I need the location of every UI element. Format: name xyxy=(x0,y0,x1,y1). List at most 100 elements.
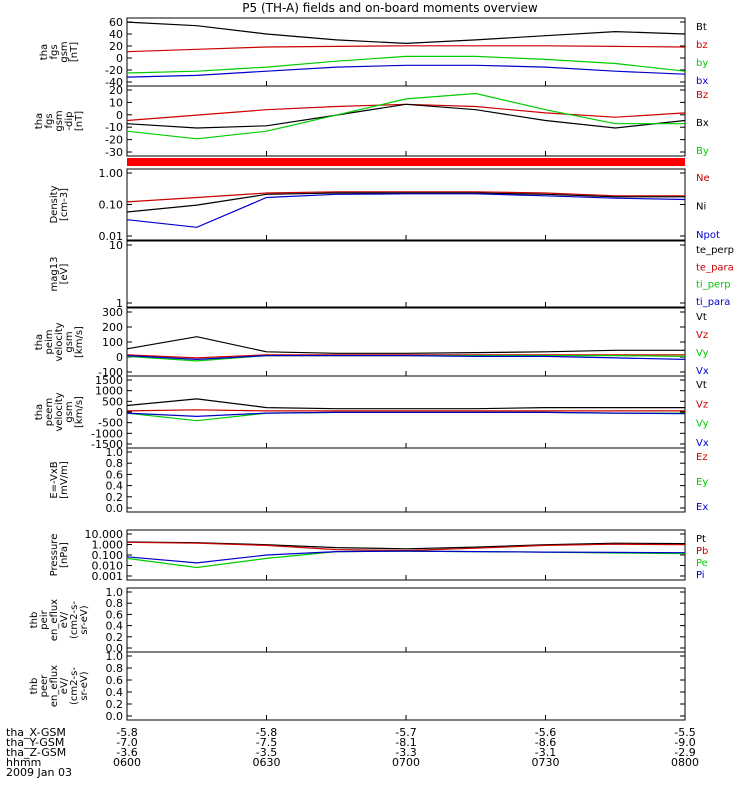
legend-pe: Pe xyxy=(696,558,708,569)
series-line-bx xyxy=(126,103,686,129)
panel-frame xyxy=(126,17,686,87)
panel-frame xyxy=(126,529,686,581)
legend-by: by xyxy=(696,58,708,69)
legend-ti_para: ti_para xyxy=(696,297,730,308)
series-line-pi xyxy=(126,550,686,564)
y-tick-label: -100 xyxy=(98,366,123,379)
y-axis-label: (cm2-s- xyxy=(69,667,80,705)
y-tick-label: 0.0 xyxy=(106,710,124,723)
legend-bz: bz xyxy=(696,40,708,51)
series-line-vt xyxy=(126,336,685,354)
y-tick-label: -40 xyxy=(105,76,123,89)
y-axis-label: peir xyxy=(39,609,50,629)
legend-te_perp: te_perp xyxy=(696,245,734,256)
y-axis-label: fgs xyxy=(44,113,55,128)
y-tick-label: 0.6 xyxy=(106,674,124,687)
y-tick-label: 1000 xyxy=(95,385,123,398)
y-axis-label: sr-eV) xyxy=(79,605,90,634)
legend-bt: Bt xyxy=(696,22,707,33)
x-tick-label: 0700 xyxy=(392,756,420,769)
y-tick-label: 0.2 xyxy=(106,698,124,711)
x-axis: tha_X-GSMtha_Y-GSMtha_Z-GSMhhmm-5.8-7.0-… xyxy=(6,726,699,769)
panel-peim-velocity: 300 200 100 0 -100 tha peim velocity gsm [km/s] Vt… xyxy=(34,306,709,379)
y-tick-label: 40 xyxy=(109,28,123,41)
y-tick-label: 0 xyxy=(116,406,123,419)
y-axis-label: thb xyxy=(29,612,40,629)
series-line-ne xyxy=(126,191,685,203)
x-tick-label: -7.5 xyxy=(256,736,277,749)
series-line-bz xyxy=(126,45,686,53)
series-line-pb xyxy=(126,541,686,552)
x-tick-label: -7.0 xyxy=(116,736,137,749)
y-axis-label: thb xyxy=(29,678,40,695)
series-line-pe xyxy=(126,550,686,569)
series-line-by xyxy=(126,55,686,74)
y-axis-label: gsm xyxy=(59,41,70,62)
legend-ex: Ex xyxy=(696,502,708,513)
panel-temperature: 10 1 mag13 [eV] te_perp te_para ti_perp ti_para xyxy=(49,239,734,310)
y-tick-label: 0.4 xyxy=(106,480,124,493)
legend-ey: Ey xyxy=(696,477,708,488)
y-tick-label: 1.00 xyxy=(99,167,124,180)
legend-bx: bx xyxy=(696,76,708,87)
x-tick-label: -5.8 xyxy=(116,726,137,739)
y-tick-label: 0.2 xyxy=(106,491,124,504)
x-tick-label: 0630 xyxy=(253,756,281,769)
legend-vx: Vx xyxy=(696,438,709,449)
x-tick-label: 0730 xyxy=(532,756,560,769)
y-tick-label: 100 xyxy=(102,336,123,349)
y-axis-label: [cm-3] xyxy=(59,188,70,221)
series-line-vt xyxy=(126,398,685,410)
y-tick-label: 200 xyxy=(102,321,123,334)
y-tick-label: -1000 xyxy=(91,427,123,440)
panel-frame xyxy=(126,587,686,653)
y-tick-label: 20 xyxy=(109,84,123,97)
y-axis-label: Density xyxy=(49,185,60,223)
y-axis-label: peim xyxy=(44,329,55,354)
legend-vy: Vy xyxy=(696,419,709,430)
y-tick-label: 0.2 xyxy=(106,631,124,644)
legend-ni: Ni xyxy=(696,202,706,213)
legend-by: By xyxy=(696,146,709,157)
panel-mode-bar xyxy=(127,158,685,166)
y-tick-label: 1.0 xyxy=(106,446,124,459)
y-axis-label: [nT] xyxy=(74,111,85,131)
panel-frame xyxy=(126,240,686,308)
y-axis-label: eV/ xyxy=(59,677,70,694)
y-tick-label: 0.4 xyxy=(106,620,124,633)
y-tick-label: 1.0 xyxy=(106,586,124,599)
y-tick-label: 0.100 xyxy=(92,549,124,562)
x-row-label: tha_Y-GSM xyxy=(6,736,64,749)
x-row-label: tha_Z-GSM xyxy=(6,746,66,759)
y-tick-label: 500 xyxy=(102,395,123,408)
y-axis-label: sr-eV) xyxy=(79,671,90,700)
y-tick-label: 0.6 xyxy=(106,468,124,481)
x-tick-label: -8.1 xyxy=(395,736,416,749)
y-tick-label: 300 xyxy=(102,306,123,319)
panel-density: 1.00 0.10 0.01 Density [cm-3] Ne Ni Npot xyxy=(49,167,720,243)
y-axis-label: en_eflux xyxy=(49,665,60,707)
y-axis-label: peer xyxy=(39,674,50,698)
panel-frame xyxy=(126,307,686,377)
y-tick-label: 20 xyxy=(109,40,123,53)
x-tick-label: -9.0 xyxy=(674,736,695,749)
legend-te_para: te_para xyxy=(696,262,734,273)
legend-ne: Ne xyxy=(696,173,710,184)
legend-pb: Pb xyxy=(696,546,708,557)
y-tick-label: -30 xyxy=(105,146,123,159)
y-axis-label: velocity xyxy=(54,322,65,361)
series-line-ni xyxy=(126,192,685,213)
y-tick-label: 0.10 xyxy=(99,199,124,212)
y-axis-label: [km/s] xyxy=(74,396,85,428)
x-tick-label: -3.1 xyxy=(535,746,556,759)
series-line-npot xyxy=(126,193,686,228)
x-row-label: hhmm xyxy=(6,756,41,769)
panel-frame xyxy=(126,168,686,241)
y-axis-label: [nT] xyxy=(69,42,80,62)
y-tick-label: 0.010 xyxy=(92,560,124,573)
chart-title: P5 (TH-A) fields and on-board moments ov… xyxy=(242,1,538,15)
y-axis-label: gsm xyxy=(64,401,75,422)
